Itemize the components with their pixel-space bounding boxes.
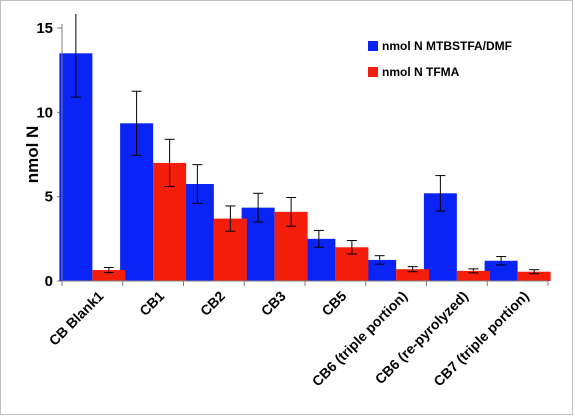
category-label: CB5 [318, 288, 349, 319]
category-label: CB Blank1 [46, 288, 107, 349]
legend-label-tfma: nmol N TFMA [382, 65, 460, 79]
legend: nmol N MTBSTFA/DMF nmol N TFMA [368, 39, 512, 79]
legend-swatch-mtbstfa [368, 41, 378, 51]
y-tick-label: 0 [45, 273, 53, 290]
legend-swatch-tfma [368, 67, 378, 77]
bars [59, 14, 551, 286]
y-axis-ticks: 0 5 10 15 [36, 20, 62, 290]
bar-tfma [456, 270, 490, 281]
category-label: CB1 [136, 288, 167, 319]
y-tick-label: 10 [36, 104, 53, 121]
bar-tfma [396, 269, 430, 281]
y-tick-label: 5 [45, 189, 53, 206]
legend-label-mtbstfa: nmol N MTBSTFA/DMF [382, 39, 512, 53]
bar-tfma [517, 271, 551, 281]
bar-mtbstfa [484, 260, 518, 281]
category-label: CB3 [258, 288, 289, 319]
y-axis-title: nmol N [23, 126, 42, 184]
bar-tfma [92, 270, 126, 281]
bar-mtbstfa [363, 259, 397, 281]
category-label: CB2 [197, 288, 228, 319]
y-tick-label: 15 [36, 20, 53, 37]
